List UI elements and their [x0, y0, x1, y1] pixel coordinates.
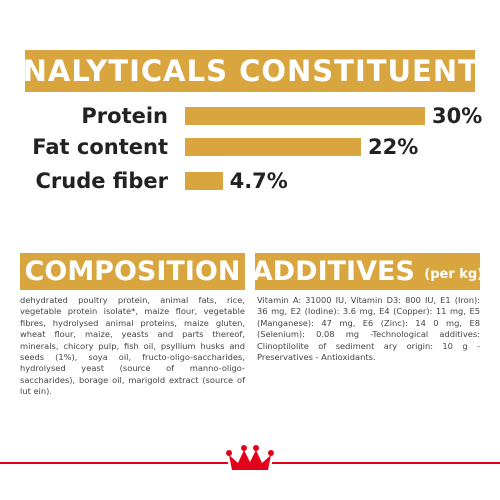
logo-dot: [226, 450, 232, 456]
title-banner: ANALYTICALS CONSTITUENTS: [0, 50, 500, 92]
value-label: 30%: [432, 104, 483, 128]
composition-text: dehydrated poultry protein, animal fats,…: [20, 295, 245, 397]
additives-title: ADDITIVES: [251, 256, 415, 287]
additives-subtitle: (per kg): [424, 267, 484, 282]
value-label: 22%: [368, 135, 419, 159]
value-label: 4.7%: [229, 169, 288, 193]
constituent-label: Protein: [81, 104, 168, 128]
constituent-label: Crude fiber: [35, 169, 168, 193]
composition-title: COMPOSITION: [20, 253, 245, 290]
additives-text: Vitamin A: 31000 IU, Vitamin D3: 800 IU,…: [257, 295, 480, 363]
bar: [185, 107, 425, 125]
logo-dot: [241, 445, 247, 451]
bar: [185, 172, 223, 190]
logo-dot: [253, 445, 259, 451]
logo-crown: [229, 450, 271, 470]
bar: [185, 138, 361, 156]
additives-banner: ADDITIVES (per kg): [251, 253, 484, 290]
logo-dot: [268, 450, 274, 456]
logo-bg: [228, 440, 272, 484]
constituent-label: Fat content: [32, 135, 168, 159]
